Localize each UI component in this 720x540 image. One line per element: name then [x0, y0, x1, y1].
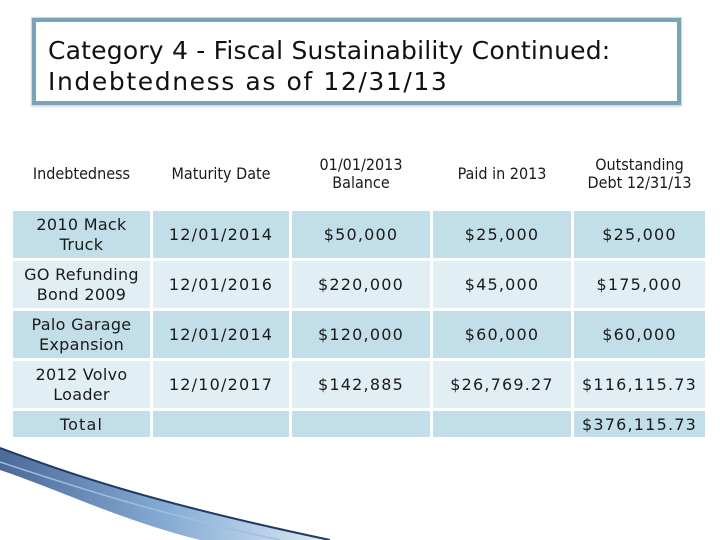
- table-total-row: Total $376,115.73: [13, 411, 705, 437]
- slide-title-line-2: Indebtedness as of 12/31/13: [48, 67, 449, 96]
- header-indebtedness: Indebtedness: [13, 139, 150, 208]
- cell-indebtedness: Palo Garage Expansion: [13, 311, 150, 358]
- indebtedness-table: Indebtedness Maturity Date 01/01/2013 Ba…: [10, 136, 708, 440]
- cell-paid: $60,000: [433, 311, 571, 358]
- cell-balance: $220,000: [292, 261, 430, 308]
- header-outstanding-debt: Outstanding Debt 12/31/13: [574, 139, 705, 208]
- cell-maturity-date: 12/01/2014: [153, 211, 289, 258]
- cell-total-empty: [433, 411, 571, 437]
- cell-balance: $50,000: [292, 211, 430, 258]
- cell-paid: $45,000: [433, 261, 571, 308]
- cell-outstanding: $175,000: [574, 261, 705, 308]
- table-row: GO Refunding Bond 2009 12/01/2016 $220,0…: [13, 261, 705, 308]
- cell-total-label: Total: [13, 411, 150, 437]
- cell-outstanding: $25,000: [574, 211, 705, 258]
- header-balance-2013: 01/01/2013 Balance: [292, 139, 430, 208]
- table-row: 2010 Mack Truck 12/01/2014 $50,000 $25,0…: [13, 211, 705, 258]
- table-header-row: Indebtedness Maturity Date 01/01/2013 Ba…: [13, 139, 705, 208]
- cell-total-empty: [292, 411, 430, 437]
- cell-balance: $120,000: [292, 311, 430, 358]
- decorative-swoosh-graphic: [0, 447, 330, 540]
- cell-outstanding: $60,000: [574, 311, 705, 358]
- cell-total-outstanding: $376,115.73: [574, 411, 705, 437]
- cell-paid: $25,000: [433, 211, 571, 258]
- cell-maturity-date: 12/10/2017: [153, 361, 289, 408]
- cell-total-empty: [153, 411, 289, 437]
- cell-paid: $26,769.27: [433, 361, 571, 408]
- table-row: 2012 Volvo Loader 12/10/2017 $142,885 $2…: [13, 361, 705, 408]
- header-paid-2013: Paid in 2013: [433, 139, 571, 208]
- cell-indebtedness: GO Refunding Bond 2009: [13, 261, 150, 308]
- slide-title-box: Category 4 - Fiscal Sustainability Conti…: [32, 18, 681, 105]
- table-row: Palo Garage Expansion 12/01/2014 $120,00…: [13, 311, 705, 358]
- slide-title-line-1: Category 4 - Fiscal Sustainability Conti…: [48, 36, 611, 65]
- cell-maturity-date: 12/01/2014: [153, 311, 289, 358]
- cell-outstanding: $116,115.73: [574, 361, 705, 408]
- cell-maturity-date: 12/01/2016: [153, 261, 289, 308]
- header-maturity-date: Maturity Date: [153, 139, 289, 208]
- cell-indebtedness: 2012 Volvo Loader: [13, 361, 150, 408]
- cell-balance: $142,885: [292, 361, 430, 408]
- cell-indebtedness: 2010 Mack Truck: [13, 211, 150, 258]
